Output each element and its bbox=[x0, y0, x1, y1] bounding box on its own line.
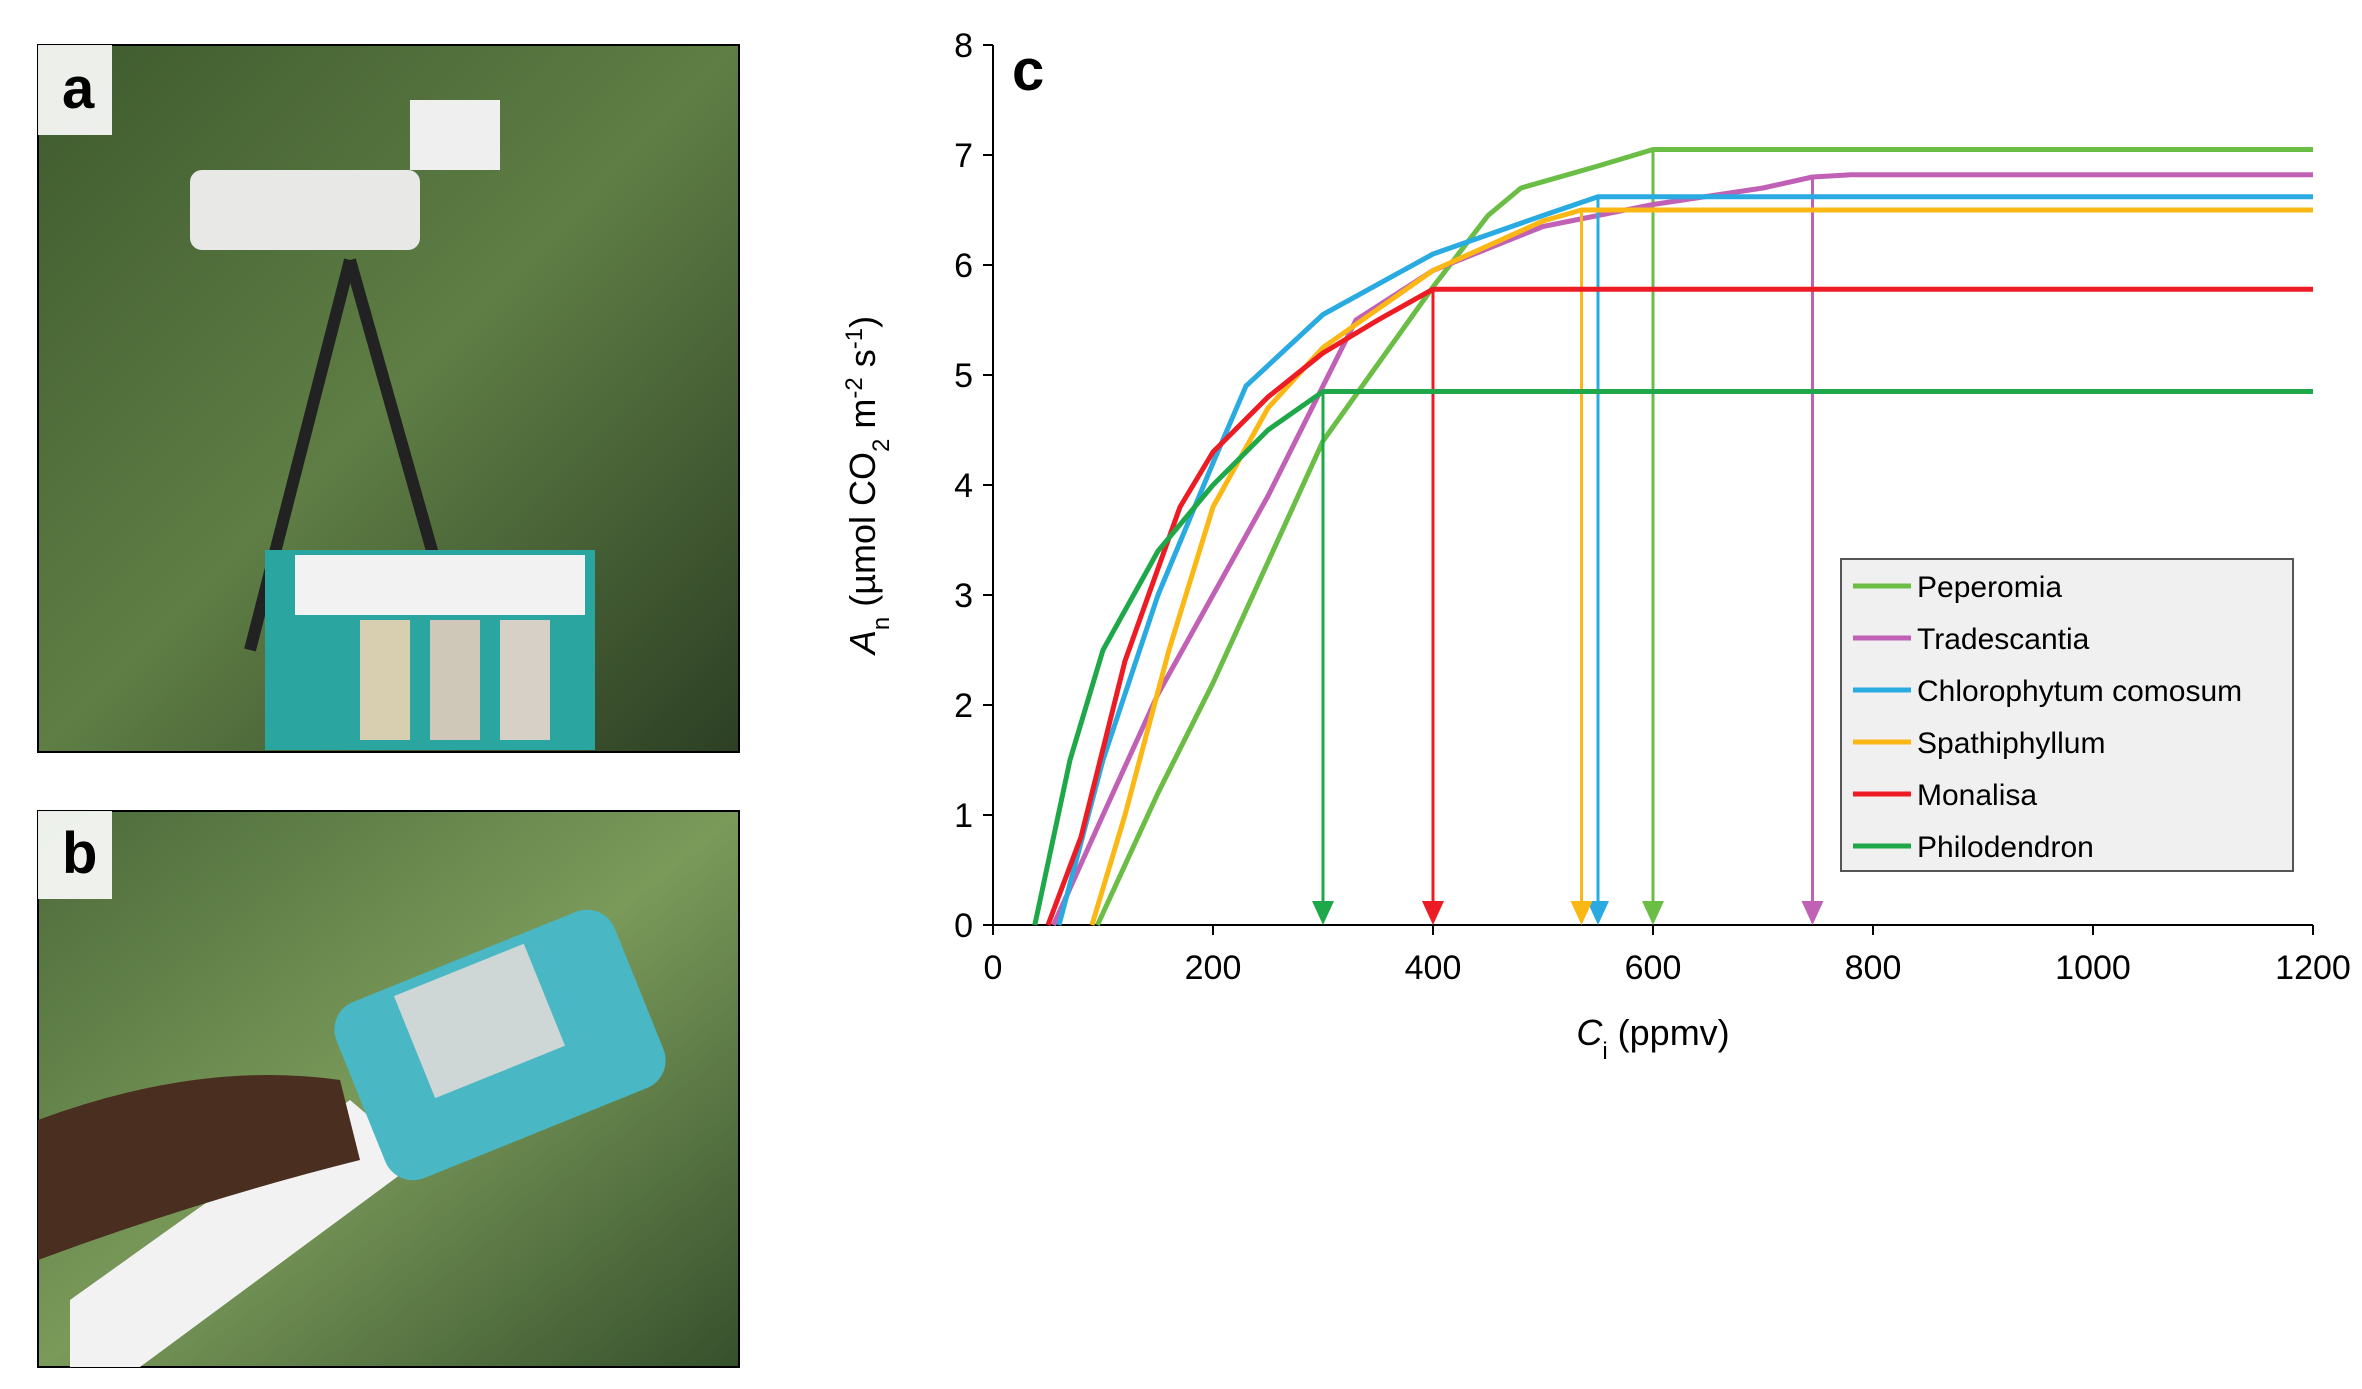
legend-label: Tradescantia bbox=[1917, 623, 2090, 656]
photo-b bbox=[37, 810, 740, 1368]
y-tick-label: 7 bbox=[954, 137, 973, 175]
label-part: C bbox=[1576, 1012, 1603, 1053]
legend-box bbox=[1840, 558, 2294, 872]
saturation-arrow bbox=[1587, 196, 1609, 925]
legend-label: Spathiphyllum bbox=[1917, 727, 2105, 760]
arrow-head bbox=[1642, 901, 1664, 925]
series-line bbox=[1056, 194, 2313, 926]
label-part: m bbox=[842, 399, 883, 439]
legend-label: Philodendron bbox=[1917, 831, 2094, 864]
saturation-arrow bbox=[1422, 289, 1444, 925]
saturation-arrow bbox=[1312, 391, 1334, 925]
legend-label: Peperomia bbox=[1917, 571, 2062, 604]
arrow-head bbox=[1312, 901, 1334, 925]
label-part: A bbox=[842, 630, 883, 656]
y-tick-label: 5 bbox=[954, 357, 973, 395]
y-tick-label: 4 bbox=[954, 467, 973, 505]
label-part: s bbox=[842, 349, 883, 377]
arrow-head bbox=[1587, 901, 1609, 925]
x-axis-label: Ci (ppmv) bbox=[1576, 1012, 1729, 1065]
y-tick-label: 1 bbox=[954, 797, 973, 835]
series-line bbox=[1045, 286, 2313, 926]
y-axis-label: An (µmol CO2 m-2 s-1) bbox=[841, 316, 895, 656]
saturation-arrow bbox=[1642, 149, 1664, 925]
panel-label: b bbox=[62, 821, 97, 886]
photo-a bbox=[37, 44, 740, 753]
label-part: ) bbox=[842, 316, 883, 328]
x-tick-label: 1200 bbox=[2275, 949, 2351, 987]
panel-label: c bbox=[1012, 38, 1044, 103]
legend-label: Monalisa bbox=[1917, 779, 2037, 812]
saturation-arrow bbox=[1570, 210, 1593, 925]
label-part: (µmol CO bbox=[842, 452, 883, 617]
x-tick-label: 200 bbox=[1185, 949, 1242, 987]
y-tick-label: 6 bbox=[954, 247, 973, 285]
series-line bbox=[1032, 389, 2313, 926]
x-tick-label: 400 bbox=[1405, 949, 1462, 987]
label-part: -2 bbox=[841, 377, 868, 398]
saturation-arrow bbox=[1801, 174, 1824, 925]
y-tick-label: 0 bbox=[954, 907, 973, 945]
label-part: n bbox=[868, 617, 895, 630]
y-tick-label: 2 bbox=[954, 687, 973, 725]
series-line bbox=[1095, 147, 2313, 927]
x-tick-label: 0 bbox=[984, 949, 1003, 987]
label-part: -1 bbox=[841, 328, 868, 349]
x-tick-label: 600 bbox=[1625, 949, 1682, 987]
legend-label: Chlorophytum comosum bbox=[1917, 675, 2242, 708]
label-part: 2 bbox=[868, 439, 895, 452]
plot: 0 1 2 3 4 5 6 7 8 0 200 400 600 800 1000 1200 Ci (ppmv) A… bbox=[841, 27, 2351, 1065]
label-part: (ppmv) bbox=[1608, 1012, 1730, 1053]
y-tick-label: 3 bbox=[954, 577, 973, 615]
x-tick-label: 1000 bbox=[2055, 949, 2131, 987]
arrow-head bbox=[1570, 901, 1593, 925]
arrow-head bbox=[1422, 901, 1444, 925]
label-part: i bbox=[1602, 1038, 1607, 1065]
y-tick-label: 8 bbox=[954, 27, 973, 65]
panel-label: a bbox=[62, 56, 95, 121]
x-tick-label: 800 bbox=[1845, 949, 1902, 987]
arrow-head bbox=[1801, 901, 1824, 925]
